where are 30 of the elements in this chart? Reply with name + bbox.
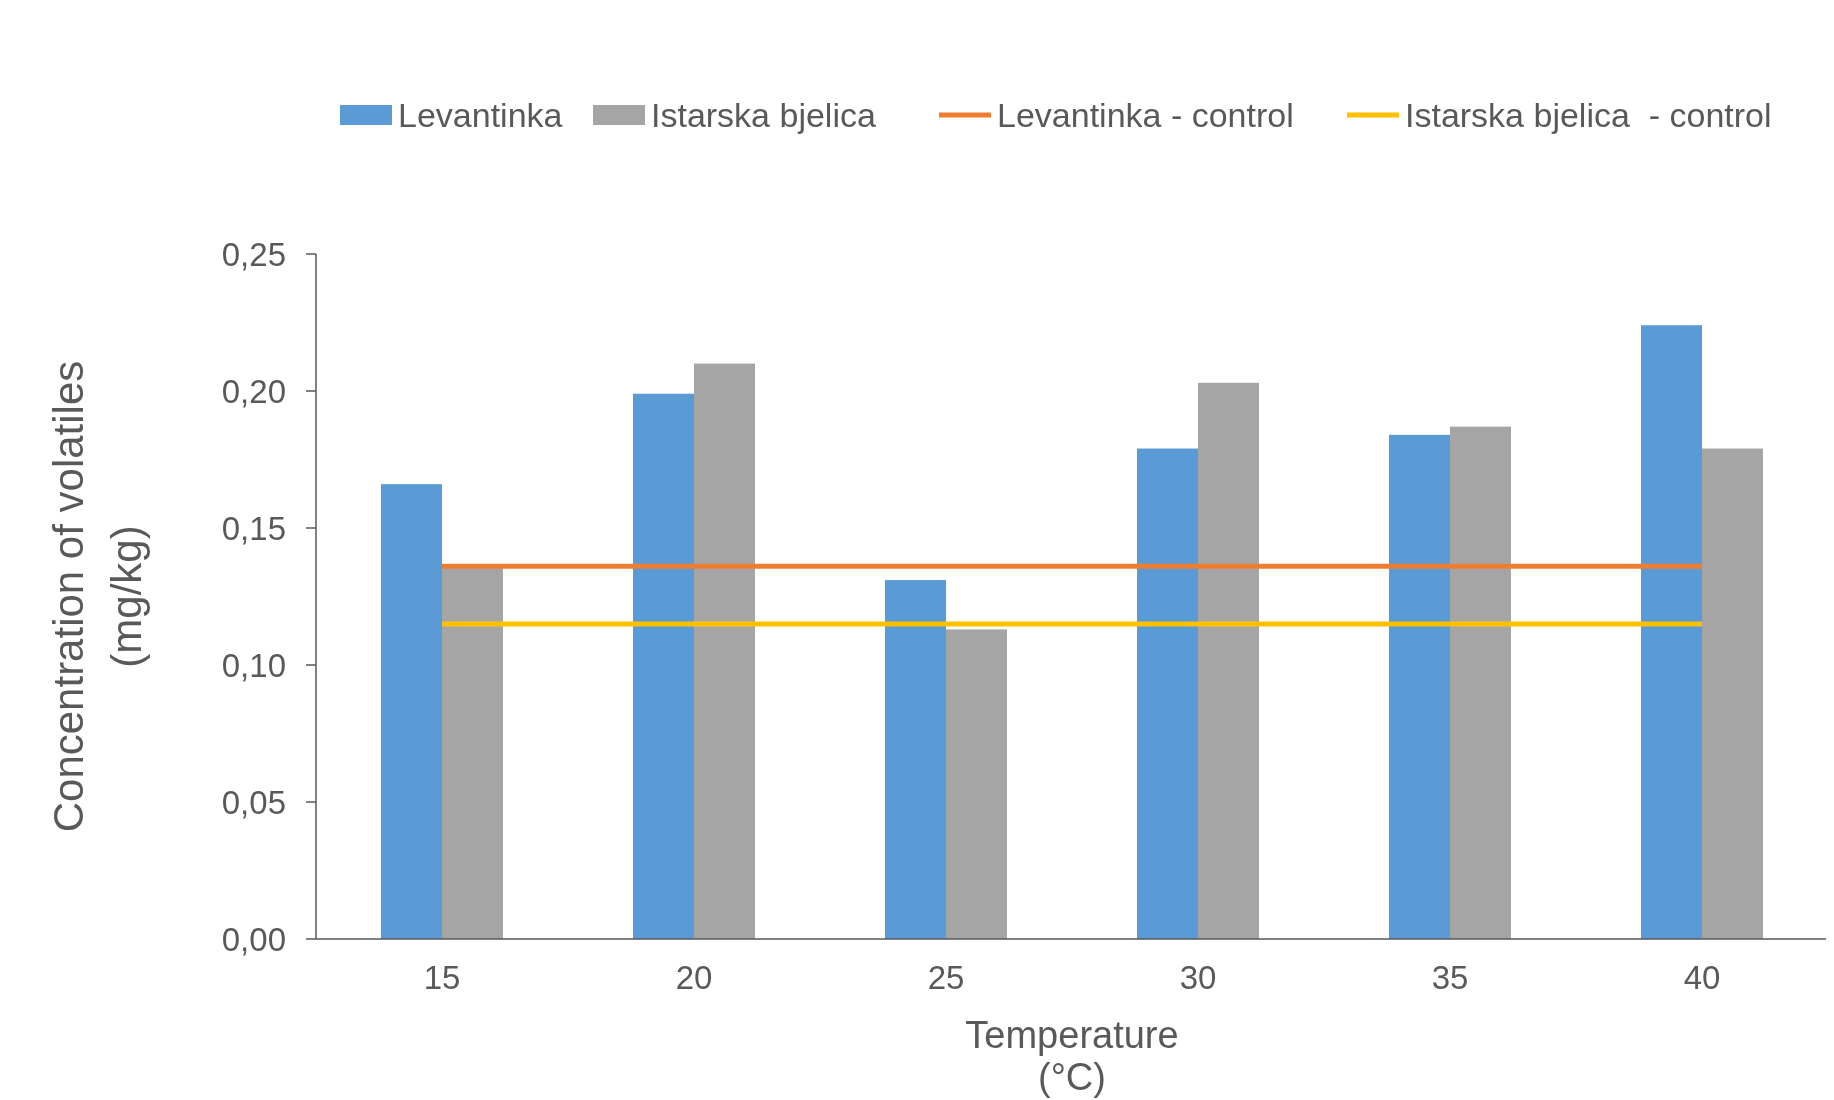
y-axis-title: Concentration of volatiles (mg/kg) (45, 360, 150, 833)
x-tick-label: 30 (1179, 959, 1217, 996)
bar (694, 363, 755, 939)
legend-label: Levantinka (398, 95, 563, 134)
bar (1389, 434, 1450, 939)
bar (946, 629, 1007, 939)
legend-label: Istarska bjelica (651, 95, 876, 134)
x-tick-label: 25 (927, 959, 965, 996)
x-tick-label: 40 (1683, 959, 1721, 996)
x-tick-label: 15 (423, 959, 461, 996)
x-tick-label: 35 (1431, 959, 1469, 996)
legend-label: Istarska bjelica - control (1405, 95, 1772, 134)
bar (1137, 448, 1198, 939)
x-axis-title: Temperature (°C) (965, 1014, 1179, 1098)
bar (633, 393, 694, 939)
y-tick-label: 0,20 (221, 372, 286, 410)
y-tick-label: 0,15 (221, 509, 286, 547)
bar (1450, 426, 1511, 939)
bar (1641, 325, 1702, 939)
bar (1702, 448, 1763, 939)
y-tick-label: 0,05 (221, 783, 286, 821)
y-tick-label: 0,00 (221, 920, 286, 958)
bar (442, 566, 503, 939)
legend-label: Levantinka - control (997, 95, 1294, 134)
bar (1198, 382, 1259, 939)
x-tick-label: 20 (675, 959, 713, 996)
y-tick-label: 0,10 (221, 646, 286, 684)
bar (381, 484, 442, 939)
bar (885, 580, 946, 939)
y-tick-label: 0,25 (221, 235, 286, 273)
